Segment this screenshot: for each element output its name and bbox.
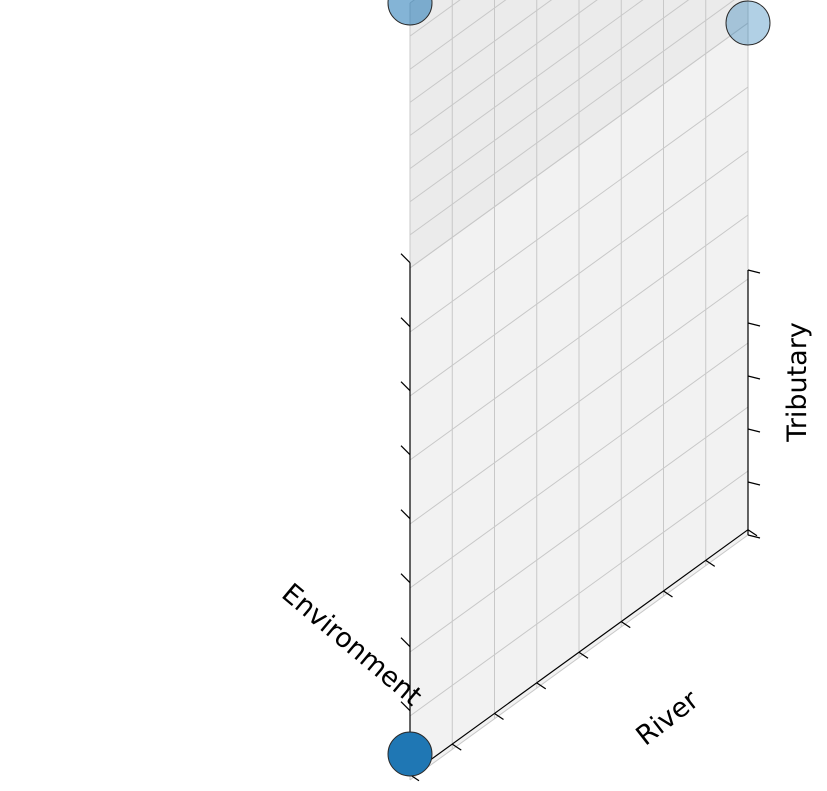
grid-line [409, 534, 749, 781]
x-axis-tick [400, 317, 411, 328]
grid-line [409, 0, 507, 70]
x-axis-tick [400, 509, 411, 520]
x-axis-tick [400, 381, 411, 392]
grid-line [409, 406, 749, 653]
y-axis-tick [705, 559, 716, 567]
y-axis-tick [663, 590, 673, 598]
grid-line [409, 0, 598, 136]
y-axis-tick [451, 743, 462, 751]
y-axis-tick [620, 621, 631, 629]
y-axis-tick [494, 712, 504, 720]
x-axis-tick [400, 445, 411, 456]
x-axis-tick [400, 701, 411, 712]
x-axis-label: Environment [276, 578, 428, 713]
x-axis-tick [400, 573, 411, 584]
data-points [387, 0, 771, 777]
y-axis-tick [747, 529, 758, 537]
y-axis-tick [578, 651, 589, 659]
y-axis-label: River [630, 684, 705, 752]
z-axis-tick [747, 534, 761, 539]
z-axis-label: Tributary [782, 322, 813, 443]
z-axis-tick [747, 269, 761, 274]
grid-line [409, 0, 553, 103]
data-point-3 [725, 0, 771, 46]
grid-line [409, 470, 749, 717]
z-axis-tick [747, 428, 761, 433]
y-axis-tick [536, 682, 547, 690]
grid-line [409, 342, 749, 589]
x-axis-tick [400, 253, 411, 264]
x-axis-tick [400, 637, 411, 648]
data-point-2 [387, 0, 433, 26]
z-axis-tick [747, 375, 761, 380]
z-axis-tick [747, 481, 761, 486]
z-axis-tick [747, 322, 761, 327]
data-point-1 [387, 731, 433, 777]
